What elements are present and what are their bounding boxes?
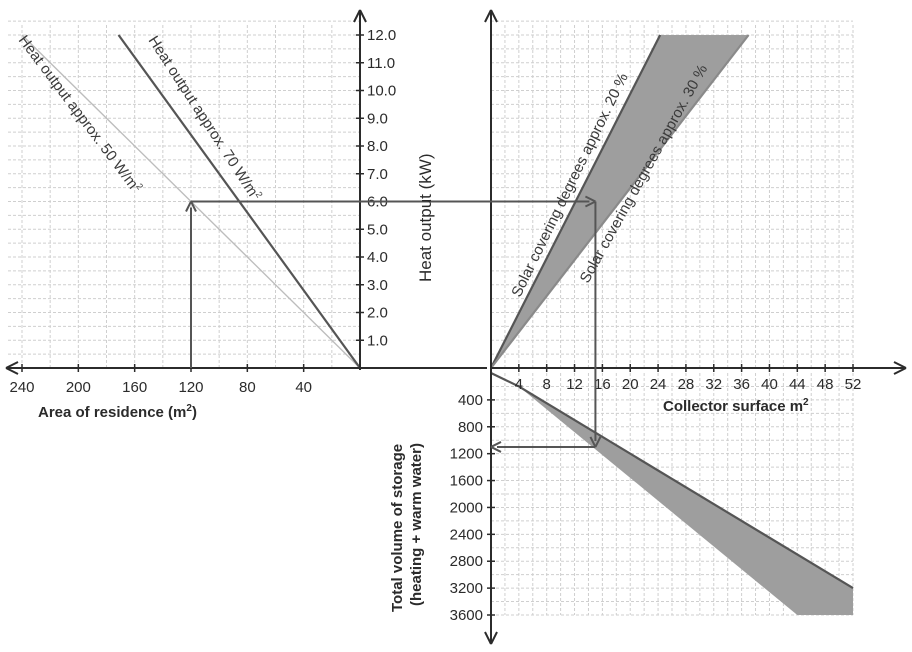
collector-title-text: Collector surface m [663, 398, 803, 415]
axes [5, 9, 907, 645]
series-label-70w-text: Heat output approx. 70 W/m [145, 33, 261, 200]
tick-label-storage: 800 [458, 419, 483, 436]
tick-label-collector: 40 [761, 376, 778, 393]
arrowhead-storage-down [484, 631, 498, 645]
tick-label-heat: 9.0 [367, 110, 388, 127]
tick-label-heat: 10.0 [367, 83, 396, 100]
tick-label-collector: 12 [566, 376, 583, 393]
tick-label-area: 240 [9, 379, 34, 396]
tick-label-heat: 3.0 [367, 277, 388, 294]
tick-label-heat: 2.0 [367, 305, 388, 322]
tick-label-area: 40 [295, 379, 312, 396]
tick-label-heat: 5.0 [367, 221, 388, 238]
guide-arrowhead-right [584, 195, 596, 208]
arrowhead-collector-up [484, 9, 498, 23]
tick-label-storage: 1200 [450, 446, 483, 463]
tick-label-storage: 2800 [450, 553, 483, 570]
tick-label-collector: 48 [817, 376, 834, 393]
tick-label-storage: 3600 [450, 607, 483, 624]
arrowhead-left [5, 361, 19, 375]
tick-label-collector: 20 [622, 376, 639, 393]
y-axis-title-heat-output: Heat output (kW) [416, 154, 435, 283]
series-label-50w: Heat output approx. 50 W/m2 [15, 32, 145, 197]
tick-label-heat: 11.0 [367, 55, 395, 72]
x-axis-title-collector: Collector surface m2 [663, 397, 809, 415]
guide-arrowhead-up [185, 201, 197, 212]
arrowhead-heat-up [353, 9, 367, 23]
tick-label-collector: 52 [845, 376, 862, 393]
series-label-70w: Heat output approx. 70 W/m2 [145, 32, 265, 203]
tick-label-heat: 7.0 [367, 166, 388, 183]
tick-label-area: 120 [178, 379, 203, 396]
y-axis-title-storage-line2: (heating + warm water) [408, 443, 425, 606]
series-label-70w-sup: 2 [254, 190, 265, 200]
tick-labels: 12.011.010.09.08.07.06.05.04.03.02.01.02… [9, 27, 861, 624]
line-solar-30 [490, 34, 750, 369]
tick-label-heat: 4.0 [367, 249, 388, 266]
collector-title-sup: 2 [803, 397, 809, 408]
tick-label-storage: 3200 [450, 580, 483, 597]
tick-label-collector: 16 [594, 376, 611, 393]
tick-label-storage: 2400 [450, 526, 483, 543]
residence-title-sup: 2 [186, 403, 192, 414]
example-guides [185, 195, 602, 453]
tick-label-storage: 2000 [450, 499, 483, 516]
guide-arrowhead-down [589, 436, 602, 448]
residence-title-close: ) [192, 404, 197, 421]
tick-label-collector: 28 [678, 376, 695, 393]
tick-label-storage: 400 [458, 392, 483, 409]
tick-label-area: 160 [122, 379, 147, 396]
tick-label-heat: 1.0 [367, 332, 388, 349]
tick-label-collector: 24 [650, 376, 667, 393]
line-storage-start [490, 372, 520, 388]
guide-arrowhead-left [490, 441, 502, 453]
tick-label-collector: 8 [543, 376, 551, 393]
tick-label-area: 200 [66, 379, 91, 396]
tick-label-collector: 44 [789, 376, 806, 393]
tick-label-storage: 1600 [450, 473, 483, 490]
tick-label-area: 80 [239, 379, 256, 396]
residence-title-text: Area of residence (m [38, 404, 186, 421]
tick-label-heat: 8.0 [367, 138, 388, 155]
tick-label-collector: 32 [705, 376, 722, 393]
line-storage-upper [518, 385, 854, 590]
y-axis-title-storage-line1: Total volume of storage [389, 444, 406, 612]
tick-label-collector: 36 [733, 376, 750, 393]
tick-label-heat: 12.0 [367, 27, 396, 44]
tick-label-collector: 4 [515, 376, 523, 393]
arrowhead-right [893, 361, 907, 375]
storage-volume-band [518, 386, 853, 615]
series-label-50w-sup: 2 [134, 181, 145, 191]
x-axis-title-residence: Area of residence (m2) [38, 403, 197, 421]
